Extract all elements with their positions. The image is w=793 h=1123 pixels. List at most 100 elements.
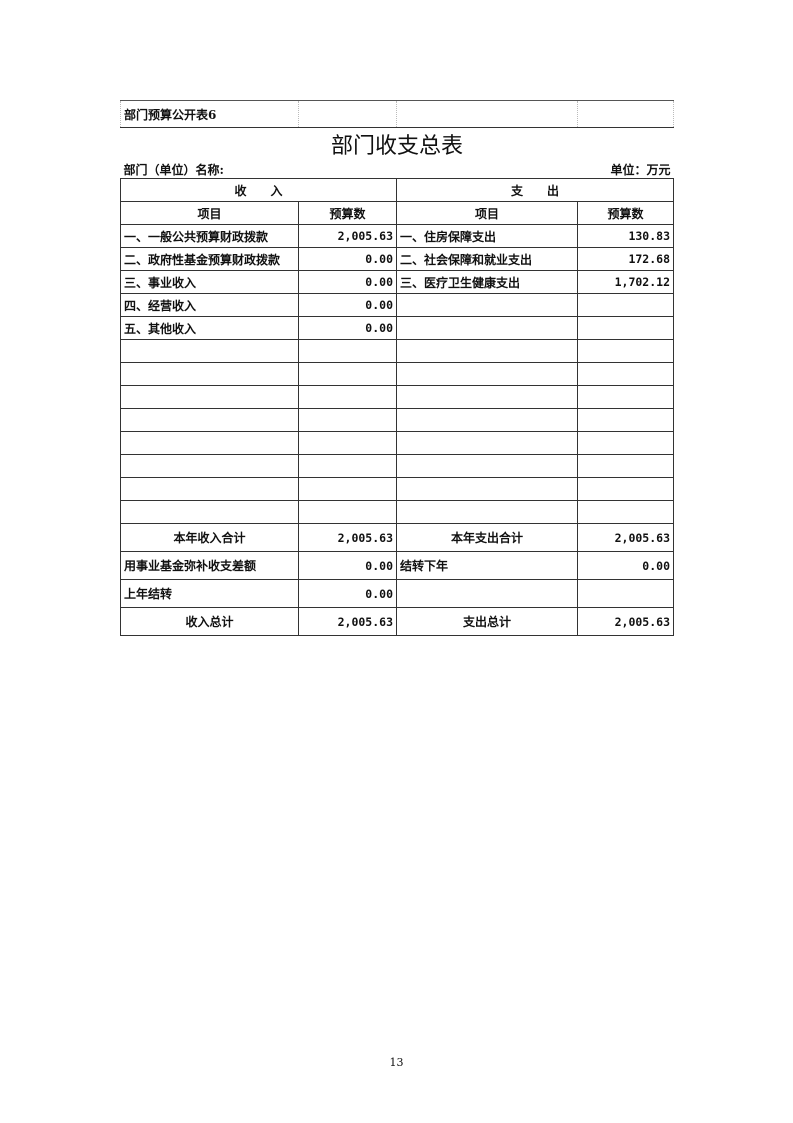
total-row: 上年结转 0.00 xyxy=(120,579,674,608)
in-val xyxy=(298,362,397,386)
col-item: 项目 xyxy=(396,201,578,225)
out-val xyxy=(577,316,674,340)
out-item: 本年支出合计 xyxy=(396,523,578,552)
in-item: 三、事业收入 xyxy=(120,270,299,294)
table-row: 四、经营收入 0.00 xyxy=(120,293,674,317)
table-row xyxy=(120,477,674,501)
out-item: 结转下年 xyxy=(396,551,578,580)
out-item xyxy=(396,431,578,455)
unit-label: 单位：万元 xyxy=(396,160,674,179)
in-val: 0.00 xyxy=(298,293,397,317)
out-item: 支出总计 xyxy=(396,607,578,636)
out-item: 二、社会保障和就业支出 xyxy=(396,247,578,271)
total-row: 用事业基金弥补收支差额 0.00 结转下年 0.00 xyxy=(120,551,674,580)
out-item xyxy=(396,385,578,409)
total-row: 本年收入合计 2,005.63 本年支出合计 2,005.63 xyxy=(120,523,674,552)
in-val: 0.00 xyxy=(298,316,397,340)
table-id-row: 部门预算公开表6 xyxy=(120,100,674,128)
page-number: 13 xyxy=(389,1056,404,1069)
out-item xyxy=(396,408,578,432)
in-val: 2,005.63 xyxy=(298,224,397,248)
out-item xyxy=(396,500,578,524)
in-item: 一、一般公共预算财政拨款 xyxy=(120,224,299,248)
out-val: 2,005.63 xyxy=(577,523,674,552)
out-val xyxy=(577,579,674,608)
col-budget: 预算数 xyxy=(577,201,674,225)
col-item: 项目 xyxy=(120,201,299,225)
out-item xyxy=(396,316,578,340)
in-val xyxy=(298,477,397,501)
out-item: 三、医疗卫生健康支出 xyxy=(396,270,578,294)
out-item xyxy=(396,579,578,608)
budget-sheet: 部门预算公开表6 部门收支总表 部门（单位）名称: 单位：万元 收 入 支 出 … xyxy=(120,100,674,636)
out-val: 0.00 xyxy=(577,551,674,580)
out-val: 2,005.63 xyxy=(577,607,674,636)
out-val xyxy=(577,293,674,317)
in-val xyxy=(298,500,397,524)
out-val xyxy=(577,385,674,409)
table-row: 二、政府性基金预算财政拨款 0.00 二、社会保障和就业支出 172.68 xyxy=(120,247,674,271)
page-title: 部门收支总表 xyxy=(330,134,463,159)
in-item xyxy=(120,385,299,409)
section-header-row: 收 入 支 出 xyxy=(120,178,674,202)
in-val: 0.00 xyxy=(298,551,397,580)
table-row xyxy=(120,385,674,409)
dept-label: 部门（单位）名称: xyxy=(120,160,397,179)
in-val xyxy=(298,339,397,363)
in-val: 0.00 xyxy=(298,247,397,271)
table-row xyxy=(120,408,674,432)
out-item xyxy=(396,339,578,363)
in-val xyxy=(298,454,397,478)
col-budget: 预算数 xyxy=(298,201,397,225)
out-val xyxy=(577,454,674,478)
meta-row: 部门（单位）名称: 单位：万元 xyxy=(120,160,674,179)
income-header: 收 入 xyxy=(120,178,397,202)
table-row xyxy=(120,339,674,363)
out-val: 172.68 xyxy=(577,247,674,271)
out-val: 130.83 xyxy=(577,224,674,248)
out-val xyxy=(577,477,674,501)
in-val: 2,005.63 xyxy=(298,523,397,552)
table-row xyxy=(120,454,674,478)
out-val: 1,702.12 xyxy=(577,270,674,294)
in-val: 0.00 xyxy=(298,579,397,608)
column-header-row: 项目 预算数 项目 预算数 xyxy=(120,201,674,225)
table-id: 部门预算公开表6 xyxy=(120,100,299,128)
out-val xyxy=(577,362,674,386)
out-val xyxy=(577,339,674,363)
table-row: 三、事业收入 0.00 三、医疗卫生健康支出 1,702.12 xyxy=(120,270,674,294)
title-row: 部门收支总表 xyxy=(121,128,674,161)
in-item xyxy=(120,454,299,478)
in-item: 四、经营收入 xyxy=(120,293,299,317)
out-item xyxy=(396,293,578,317)
in-item xyxy=(120,362,299,386)
in-item: 五、其他收入 xyxy=(120,316,299,340)
table-row xyxy=(120,431,674,455)
in-item: 二、政府性基金预算财政拨款 xyxy=(120,247,299,271)
table-row xyxy=(120,362,674,386)
in-item: 上年结转 xyxy=(120,579,299,608)
in-item: 用事业基金弥补收支差额 xyxy=(120,551,299,580)
out-val xyxy=(577,408,674,432)
expense-header: 支 出 xyxy=(396,178,674,202)
out-item xyxy=(396,477,578,501)
in-val xyxy=(298,385,397,409)
in-val xyxy=(298,408,397,432)
in-item xyxy=(120,408,299,432)
in-item: 本年收入合计 xyxy=(120,523,299,552)
table-row: 五、其他收入 0.00 xyxy=(120,316,674,340)
table-row xyxy=(120,500,674,524)
in-item xyxy=(120,477,299,501)
out-item: 一、住房保障支出 xyxy=(396,224,578,248)
income-expense-table: 部门预算公开表6 部门收支总表 部门（单位）名称: 单位：万元 收 入 支 出 … xyxy=(120,100,674,636)
out-val xyxy=(577,431,674,455)
out-item xyxy=(396,362,578,386)
in-val: 2,005.63 xyxy=(298,607,397,636)
out-item xyxy=(396,454,578,478)
in-item xyxy=(120,339,299,363)
in-item: 收入总计 xyxy=(120,607,299,636)
in-val: 0.00 xyxy=(298,270,397,294)
out-val xyxy=(577,500,674,524)
total-row: 收入总计 2,005.63 支出总计 2,005.63 xyxy=(120,607,674,636)
in-item xyxy=(120,431,299,455)
